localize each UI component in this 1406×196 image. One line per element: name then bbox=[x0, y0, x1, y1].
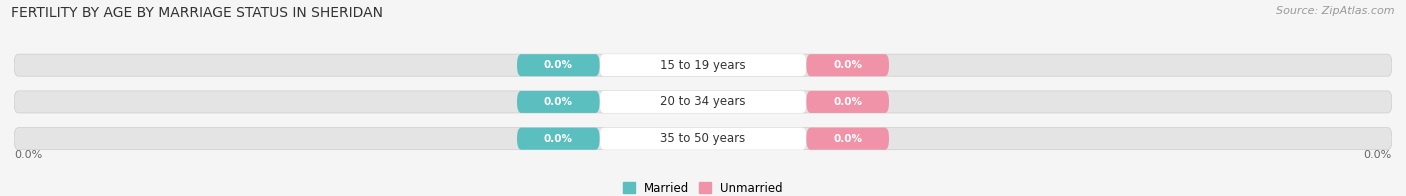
FancyBboxPatch shape bbox=[599, 91, 807, 113]
Text: FERTILITY BY AGE BY MARRIAGE STATUS IN SHERIDAN: FERTILITY BY AGE BY MARRIAGE STATUS IN S… bbox=[11, 6, 384, 20]
Text: 20 to 34 years: 20 to 34 years bbox=[661, 95, 745, 108]
Text: 0.0%: 0.0% bbox=[1364, 150, 1392, 160]
FancyBboxPatch shape bbox=[14, 91, 1392, 113]
FancyBboxPatch shape bbox=[599, 128, 807, 150]
FancyBboxPatch shape bbox=[807, 91, 889, 113]
Text: 0.0%: 0.0% bbox=[544, 60, 572, 70]
FancyBboxPatch shape bbox=[807, 54, 889, 76]
Text: 35 to 50 years: 35 to 50 years bbox=[661, 132, 745, 145]
FancyBboxPatch shape bbox=[599, 54, 807, 76]
Text: 0.0%: 0.0% bbox=[834, 97, 862, 107]
Text: 0.0%: 0.0% bbox=[834, 60, 862, 70]
FancyBboxPatch shape bbox=[517, 91, 599, 113]
Text: 0.0%: 0.0% bbox=[14, 150, 42, 160]
FancyBboxPatch shape bbox=[517, 54, 599, 76]
Text: Source: ZipAtlas.com: Source: ZipAtlas.com bbox=[1277, 6, 1395, 16]
Text: 0.0%: 0.0% bbox=[544, 97, 572, 107]
Text: 0.0%: 0.0% bbox=[544, 134, 572, 144]
FancyBboxPatch shape bbox=[517, 128, 599, 150]
Legend: Married, Unmarried: Married, Unmarried bbox=[619, 177, 787, 196]
Text: 0.0%: 0.0% bbox=[834, 134, 862, 144]
FancyBboxPatch shape bbox=[14, 128, 1392, 150]
FancyBboxPatch shape bbox=[14, 54, 1392, 76]
Text: 15 to 19 years: 15 to 19 years bbox=[661, 59, 745, 72]
FancyBboxPatch shape bbox=[807, 128, 889, 150]
